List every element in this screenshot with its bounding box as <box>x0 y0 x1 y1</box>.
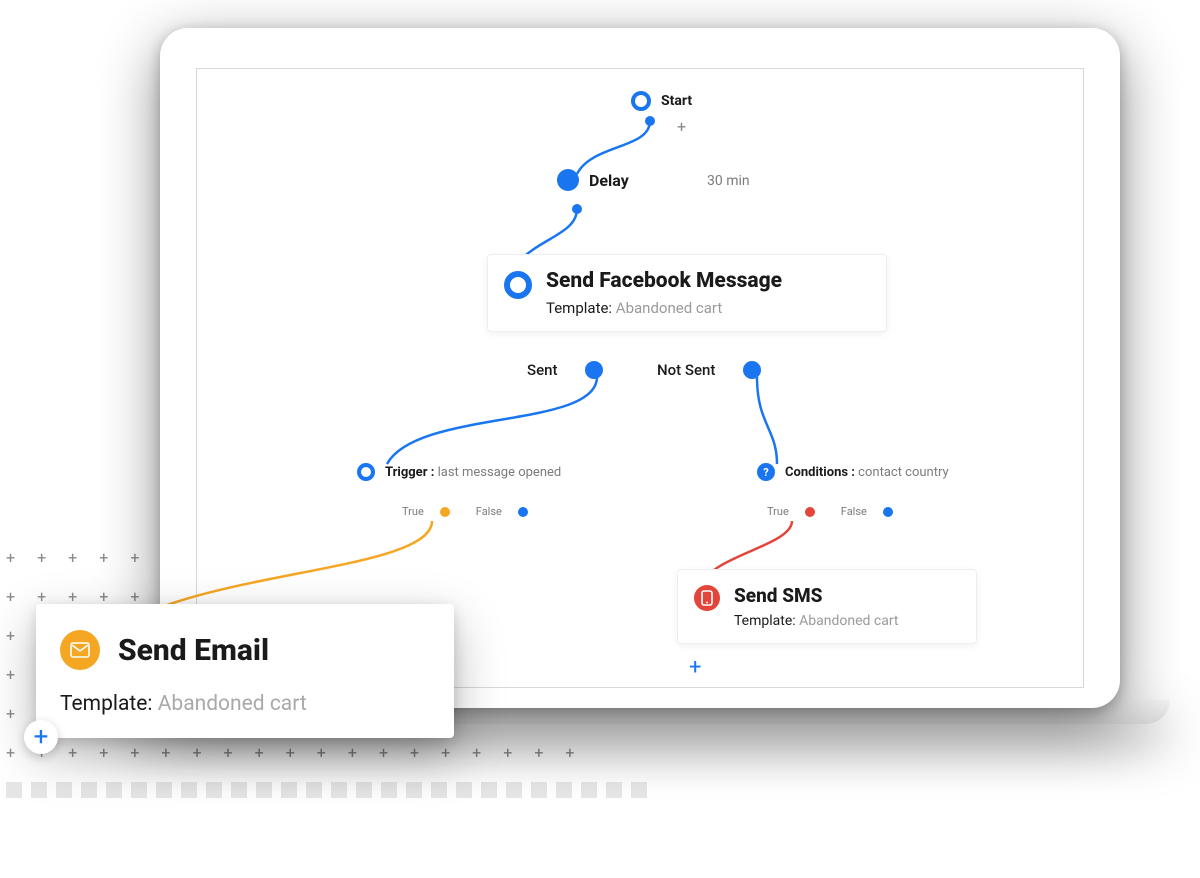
email-template-value: Abandoned cart <box>158 692 307 716</box>
facebook-title: Send Facebook Message <box>546 269 782 293</box>
trigger-true-dot[interactable] <box>440 507 450 517</box>
trigger-false-label[interactable]: False <box>476 505 502 518</box>
delay-icon <box>557 169 579 191</box>
trigger-branches: True False <box>402 505 528 518</box>
node-delay[interactable]: Delay <box>557 169 629 191</box>
conditions-true-dot[interactable] <box>805 507 815 517</box>
node-trigger[interactable]: Trigger : last message opened <box>357 463 561 481</box>
add-after-email[interactable]: + <box>24 720 58 754</box>
sent-dot-icon <box>585 361 603 379</box>
automation-canvas[interactable]: Start + Delay 30 min Send Facebook Messa… <box>196 68 1084 688</box>
node-send-email[interactable]: Send Email Template: Abandoned cart + <box>36 604 454 738</box>
conditions-icon: ? <box>757 463 775 481</box>
email-template-label: Template: <box>60 692 152 716</box>
not-sent-dot-icon <box>743 361 761 379</box>
branch-sent[interactable]: Sent <box>527 361 603 379</box>
conditions-true-label[interactable]: True <box>767 505 789 518</box>
node-conditions[interactable]: ? Conditions : contact country <box>757 463 949 481</box>
conditions-false-dot[interactable] <box>883 507 893 517</box>
add-after-sms[interactable]: + <box>689 657 701 679</box>
add-after-start[interactable]: + <box>677 119 686 135</box>
email-icon <box>60 630 100 670</box>
facebook-template-label: Template: <box>546 299 612 317</box>
facebook-template-value: Abandoned cart <box>616 299 722 317</box>
delay-label: Delay <box>589 171 629 190</box>
trigger-false-dot[interactable] <box>518 507 528 517</box>
trigger-true-label[interactable]: True <box>402 505 424 518</box>
branch-not-sent[interactable]: Not Sent <box>657 361 761 379</box>
trigger-icon <box>357 463 375 481</box>
sms-template-value: Abandoned cart <box>799 613 898 629</box>
sms-title: Send SMS <box>734 584 899 607</box>
node-send-sms[interactable]: Send SMS Template: Abandoned cart <box>677 569 977 644</box>
sms-icon <box>694 585 720 611</box>
node-send-facebook[interactable]: Send Facebook Message Template: Abandone… <box>487 254 887 332</box>
start-label: Start <box>661 93 692 109</box>
facebook-icon <box>504 271 532 299</box>
sms-template-label: Template: <box>734 613 796 629</box>
conditions-branches: True False <box>767 505 893 518</box>
email-title: Send Email <box>118 633 269 668</box>
delay-value: 30 min <box>707 173 750 189</box>
conditions-false-label[interactable]: False <box>841 505 867 518</box>
node-start[interactable]: Start <box>631 91 692 111</box>
start-icon <box>631 91 651 111</box>
